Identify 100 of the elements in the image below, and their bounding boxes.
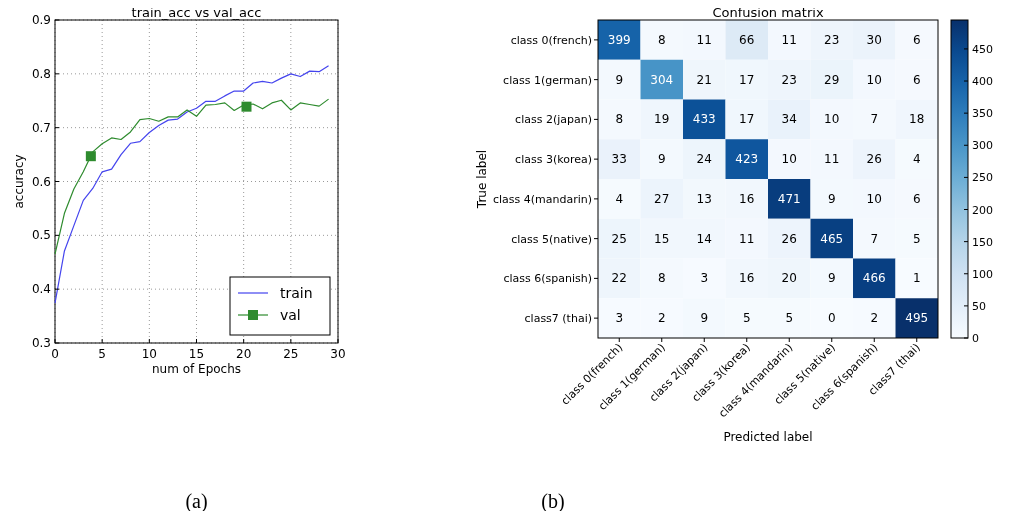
y-tick-label: 0.7 — [31, 120, 51, 135]
data-label: 5 — [785, 311, 794, 326]
color-bar-label: 300 — [972, 139, 993, 153]
data-label: 11 — [824, 152, 840, 167]
data-label: 9 — [827, 191, 836, 206]
color-bar-label: 250 — [972, 171, 993, 185]
y-tick-label: class 6(spanish) — [503, 272, 592, 286]
data-label: 23 — [824, 32, 840, 47]
data-label: 8 — [657, 271, 666, 286]
data-label: 16 — [739, 191, 755, 206]
data-label: 4 — [615, 191, 624, 206]
data-label: 304 — [650, 72, 674, 87]
data-label: 23 — [781, 72, 797, 87]
data-label: 8 — [615, 112, 624, 127]
data-label: 6 — [912, 191, 921, 206]
y-tick-label: 0.6 — [31, 174, 51, 189]
legend-label: val — [280, 307, 301, 323]
data-label: 17 — [739, 72, 755, 87]
data-label: 471 — [777, 191, 801, 206]
data-label: 2 — [870, 311, 879, 326]
data-label: 10 — [866, 72, 882, 87]
data-label: 25 — [611, 231, 627, 246]
y-tick-label: class 3(korea) — [515, 153, 592, 167]
data-label: 9 — [657, 152, 666, 167]
data-label: 9 — [827, 271, 836, 286]
data-label: 5 — [742, 311, 751, 326]
line-series — [54, 65, 330, 304]
data-label: 9 — [615, 72, 624, 87]
data-label: 1 — [912, 271, 921, 286]
y-tick-label: class7 (thai) — [524, 312, 592, 326]
data-label: 3 — [700, 271, 709, 286]
data-label: 34 — [781, 112, 797, 127]
data-label: 2 — [657, 311, 666, 326]
data-label: 21 — [696, 72, 712, 87]
data-label: 33 — [611, 152, 627, 167]
color-bar-label: 200 — [972, 203, 993, 217]
data-label: 6 — [912, 32, 921, 47]
x-axis-title: num of Epochs — [151, 362, 242, 376]
data-label: 11 — [739, 231, 755, 246]
y-tick-label: class 4(mandarin) — [492, 192, 592, 206]
data-label: 5 — [912, 231, 921, 246]
chart-title: Confusion matrix — [712, 5, 824, 20]
chart-title: train_acc vs val_acc — [131, 5, 262, 20]
color-bar-label: 100 — [972, 267, 993, 281]
x-tick-label: 20 — [236, 347, 252, 361]
data-label: 465 — [820, 231, 844, 246]
data-label: 3 — [615, 311, 624, 326]
y-tick-label: class 5(native) — [511, 232, 592, 246]
data-label: 24 — [696, 152, 712, 167]
data-label: 17 — [739, 112, 755, 127]
data-label: 466 — [862, 271, 886, 286]
data-label: 29 — [824, 72, 840, 87]
y-tick-label: class 2(japan) — [515, 113, 592, 127]
data-label: 10 — [781, 152, 797, 167]
x-tick-label: 0 — [51, 347, 59, 361]
x-tick-label: 5 — [98, 347, 106, 361]
data-label: 11 — [781, 32, 797, 47]
y-tick-label: 0.9 — [31, 13, 51, 27]
data-label: 7 — [870, 112, 879, 127]
x-tick-label: 15 — [188, 347, 205, 361]
data-label: 16 — [739, 271, 755, 286]
data-label: 399 — [607, 32, 631, 47]
data-label: 13 — [696, 191, 712, 206]
y-tick-label: 0.8 — [31, 66, 51, 81]
y-axis-title: accuracy — [12, 154, 26, 209]
data-label: 6 — [912, 72, 921, 87]
data-label: 4 — [912, 152, 921, 167]
x-tick-label: 30 — [330, 347, 346, 361]
data-label: 27 — [654, 191, 670, 206]
y-axis-title: True label — [475, 149, 489, 210]
legend-label: train — [280, 285, 313, 301]
data-label: 18 — [909, 112, 925, 127]
x-tick-label: 10 — [141, 347, 157, 361]
data-label: 26 — [866, 152, 882, 167]
data-label: 9 — [700, 311, 709, 326]
data-label: 14 — [696, 231, 712, 246]
data-label: 15 — [654, 231, 670, 246]
data-label: 30 — [866, 32, 882, 47]
data-label: 0 — [827, 311, 836, 326]
y-tick-label: class 0(french) — [510, 33, 592, 47]
data-label: 11 — [696, 32, 712, 47]
y-tick-label: 0.4 — [31, 282, 51, 297]
color-bar-label: 450 — [972, 42, 993, 56]
data-label: 10 — [824, 112, 840, 127]
x-axis-title: Predicted label — [723, 430, 813, 444]
data-label: 7 — [870, 231, 879, 246]
color-bar-label: 150 — [972, 235, 993, 249]
data-label: 495 — [905, 311, 929, 326]
color-bar-label: 350 — [972, 107, 993, 121]
line-series — [54, 98, 330, 255]
y-tick-label: 0.5 — [31, 228, 51, 243]
y-tick-label: class 1(german) — [503, 73, 592, 87]
data-label: 10 — [866, 191, 882, 206]
data-label: 433 — [692, 112, 716, 127]
data-label: 20 — [781, 271, 797, 286]
data-label: 26 — [781, 231, 797, 246]
y-tick-label: 0.3 — [31, 336, 51, 350]
data-label: 423 — [735, 152, 759, 167]
color-bar-label: 50 — [972, 299, 986, 313]
color-bar-label: 0 — [972, 332, 979, 345]
